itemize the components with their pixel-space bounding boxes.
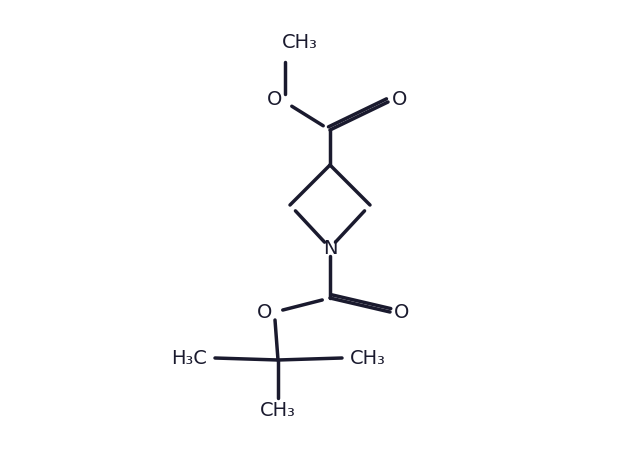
Text: H₃C: H₃C <box>171 348 207 368</box>
Text: N: N <box>323 238 337 258</box>
Text: CH₃: CH₃ <box>350 348 386 368</box>
Text: O: O <box>257 303 273 321</box>
Text: O: O <box>268 89 283 109</box>
Text: O: O <box>394 303 410 321</box>
Text: CH₃: CH₃ <box>282 32 318 52</box>
Text: O: O <box>392 89 408 109</box>
Text: CH₃: CH₃ <box>260 400 296 420</box>
